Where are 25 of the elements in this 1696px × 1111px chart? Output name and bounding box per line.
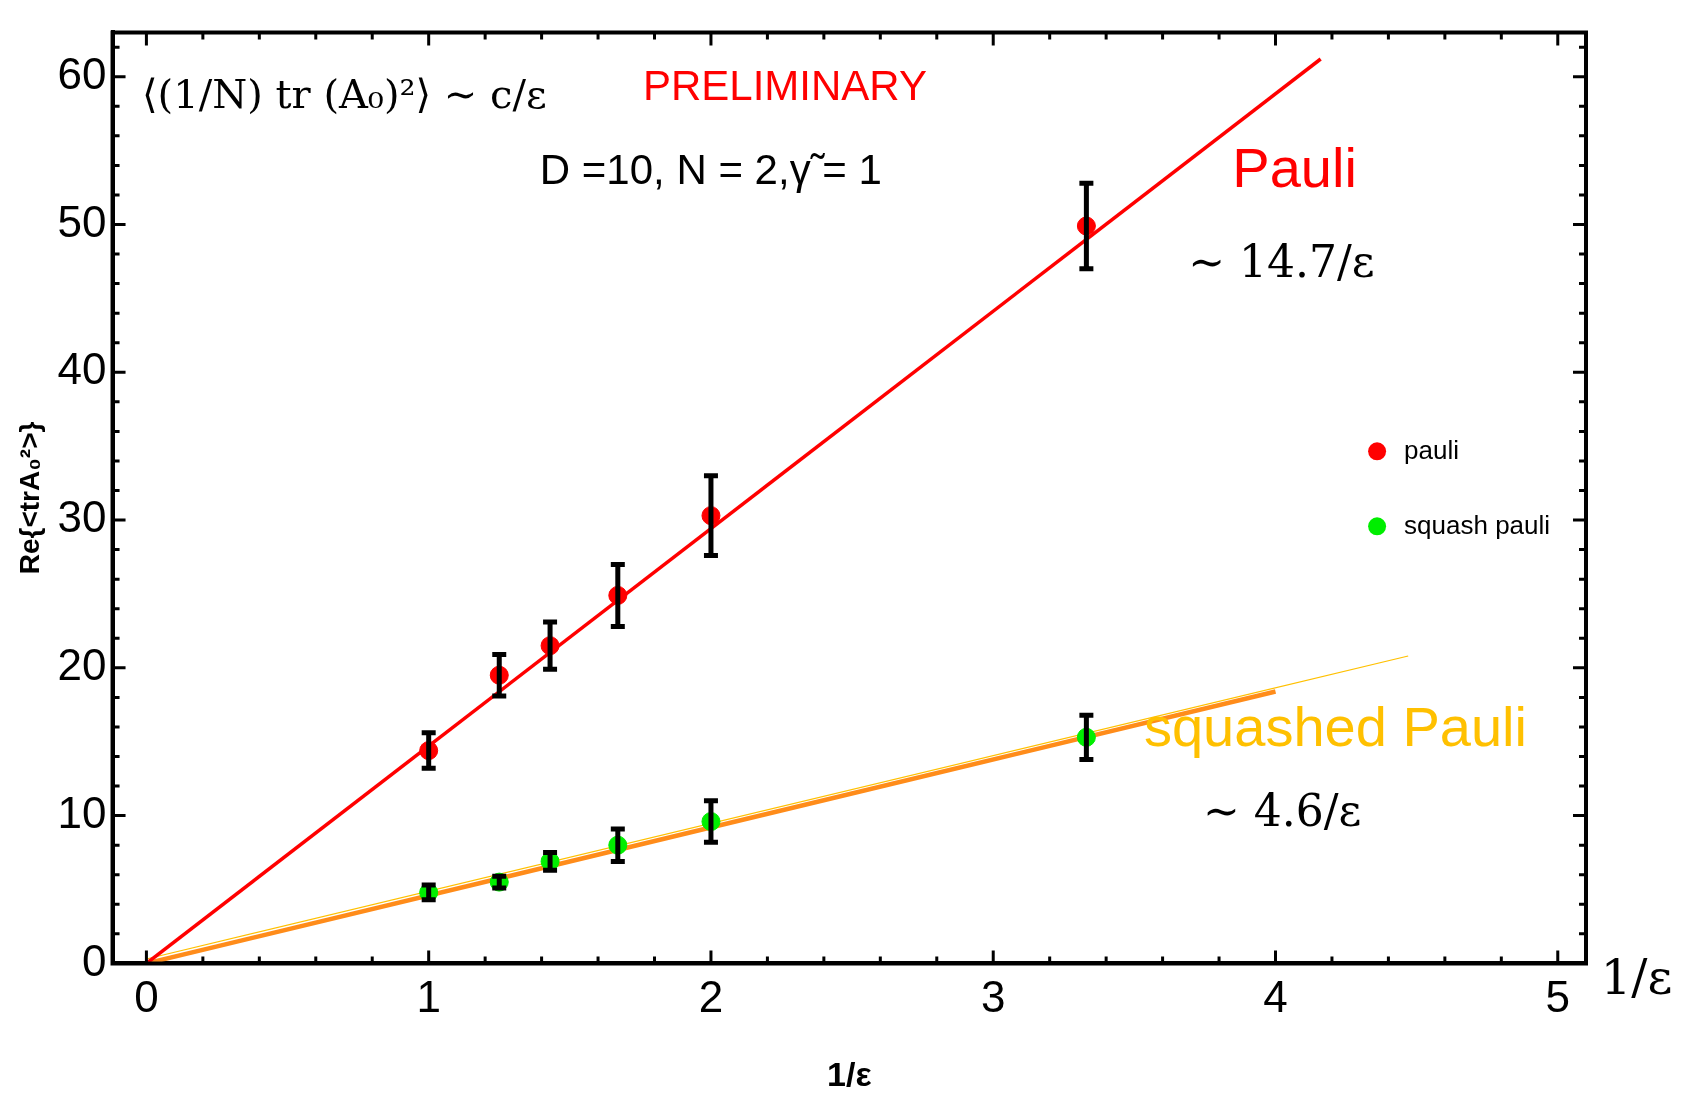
y-tick-label: 10 [57,787,107,837]
annotation: ⟨(1/N) tr (A₀)²⟩ ∼ c/ε [142,70,547,117]
y-tick-label: 50 [57,196,107,246]
annotation: ∼ 14.7/ε [1188,235,1375,287]
x-tick-label: 3 [980,971,1006,1021]
x-tick-label: 1 [416,971,441,1021]
x-axis-title: 1/ε [827,1054,872,1093]
y-axis-title: Re{<trA₀²>} [13,421,45,575]
legend-label: pauli [1404,434,1460,465]
legend-label: squash pauli [1404,509,1551,540]
y-tick-label: 30 [57,492,107,542]
text: 1/ε [1600,949,1673,1006]
x-tick-label: 5 [1545,971,1571,1021]
annotation: PRELIMINARY [642,61,927,109]
y-tick-label: 60 [57,48,107,98]
annotation: Pauli [1232,136,1357,200]
annotation: squashed Pauli [1143,695,1527,759]
annotation: ∼ 4.6/ε [1202,784,1362,836]
x-tick-label: 4 [1263,971,1288,1021]
x-tick-label: 2 [698,971,724,1021]
y-tick-label: 40 [57,344,107,394]
annotation: D =10, N = 2,γ̃ = 1 [539,145,882,193]
x-tick-label: 0 [134,971,159,1021]
y-tick-label: 0 [82,935,107,985]
y-tick-label: 20 [57,639,107,689]
